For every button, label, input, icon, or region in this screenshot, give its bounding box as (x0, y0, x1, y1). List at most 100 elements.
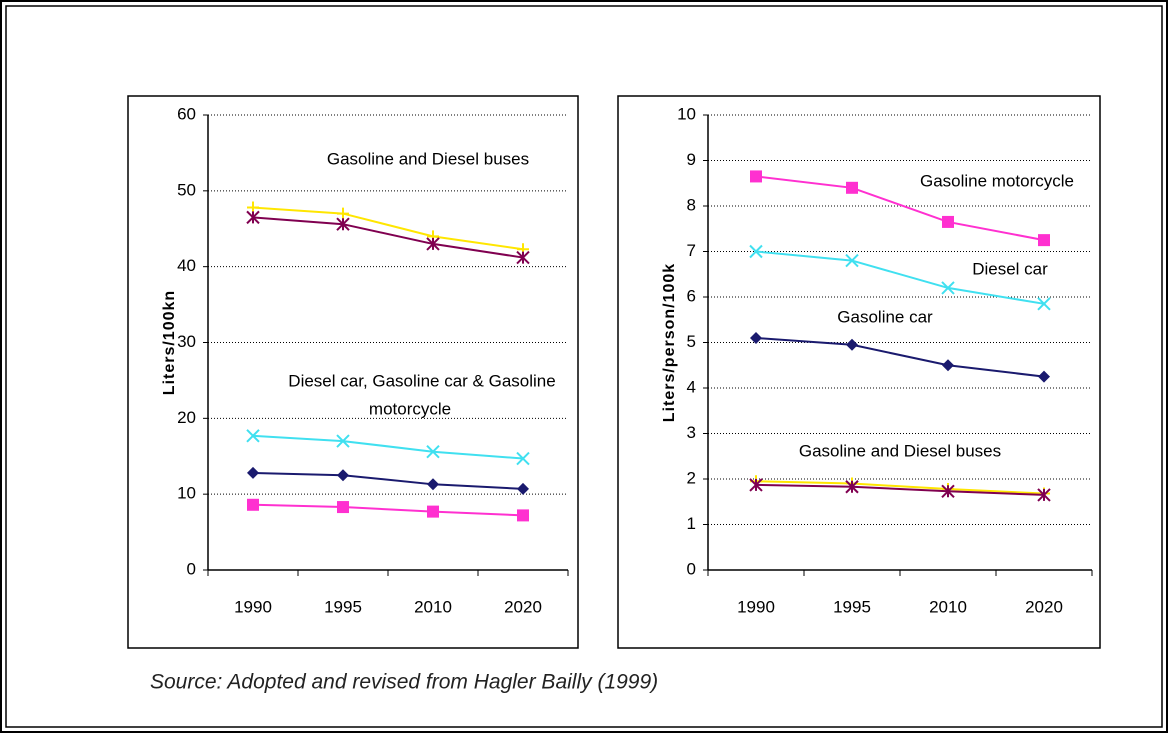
marker (247, 498, 259, 511)
series-line (755, 336, 1045, 378)
y-tick-label: 3 (687, 423, 696, 442)
y-tick-label: 0 (187, 559, 196, 578)
marker (845, 253, 859, 268)
marker-asterisk (1037, 488, 1051, 502)
marker-square (750, 170, 762, 183)
marker (246, 429, 260, 443)
marker-square (337, 501, 349, 514)
x-tick-label: 2010 (414, 597, 452, 616)
source-note: Source: Adopted and revised from Hagler … (150, 671, 658, 694)
marker-x (516, 451, 530, 466)
marker (337, 501, 349, 514)
marker-asterisk (516, 250, 530, 265)
marker (517, 509, 529, 522)
marker-diamond (337, 469, 349, 482)
right-panel (617, 95, 1101, 649)
y-tick-label: 1 (687, 514, 696, 533)
x-tick-label: 1990 (234, 597, 272, 616)
marker-asterisk (336, 217, 350, 231)
marker-diamond (1038, 370, 1050, 383)
x-tick-label: 1990 (737, 597, 775, 616)
marker (1038, 370, 1050, 383)
marker (942, 215, 954, 228)
annotation: motorcycle (369, 399, 451, 418)
marker-star (337, 207, 349, 220)
y-tick-label: 5 (687, 332, 696, 351)
marker-x (246, 429, 260, 443)
marker-x (845, 253, 859, 268)
x-tick-label: 1995 (833, 597, 871, 616)
series-line (755, 483, 1045, 496)
marker-asterisk (941, 484, 955, 498)
marker (941, 484, 955, 498)
marker (941, 281, 955, 295)
y-tick-label: 0 (687, 559, 696, 578)
x-tick-label: 2020 (1025, 597, 1063, 616)
y-tick-label: 4 (687, 377, 696, 396)
y-tick-label: 60 (177, 104, 196, 123)
annotation: Diesel car, Gasoline car & Gasoline (288, 371, 555, 390)
marker (426, 444, 440, 459)
marker (749, 478, 763, 492)
marker-x (426, 444, 440, 459)
marker (246, 210, 260, 225)
marker (336, 217, 350, 231)
marker-diamond (427, 478, 439, 491)
marker-square (942, 215, 954, 228)
marker-asterisk (749, 478, 763, 492)
marker-square (1038, 234, 1050, 247)
marker-asterisk (426, 237, 440, 251)
series-line (252, 216, 524, 259)
marker-x (941, 281, 955, 295)
y-tick-label: 8 (687, 195, 696, 214)
y-axis-label: Liters/person/100k (661, 263, 678, 422)
marker (517, 482, 529, 495)
marker-diamond (750, 331, 762, 344)
marker-square (517, 509, 529, 522)
marker (1037, 297, 1051, 311)
marker (750, 170, 762, 183)
marker (337, 469, 349, 482)
marker (336, 434, 350, 448)
annotation: Gasoline and Diesel buses (327, 149, 529, 168)
marker (846, 181, 858, 194)
marker (942, 359, 954, 372)
marker-diamond (517, 482, 529, 495)
y-axis-label: Liters/100kn (161, 290, 178, 395)
annotation: Gasoline and Diesel buses (799, 441, 1001, 460)
marker-square (427, 505, 439, 518)
marker-square (247, 498, 259, 511)
marker (427, 478, 439, 491)
marker-asterisk (246, 210, 260, 225)
marker-x (749, 244, 763, 259)
y-tick-label: 2 (687, 468, 696, 487)
series-line (755, 250, 1045, 305)
marker-diamond (247, 466, 259, 479)
series-line (252, 434, 524, 460)
series-line (755, 175, 1045, 242)
y-tick-label: 20 (177, 408, 196, 427)
series-line (755, 480, 1045, 495)
marker (750, 331, 762, 344)
marker-asterisk (845, 480, 859, 494)
marker (749, 244, 763, 259)
marker-x (1037, 297, 1051, 311)
marker (516, 250, 530, 265)
marker (845, 480, 859, 494)
annotation: Gasoline motorcycle (920, 171, 1074, 190)
marker-square (846, 181, 858, 194)
left-panel (127, 95, 579, 649)
series-line (252, 503, 524, 517)
y-tick-label: 7 (687, 241, 696, 260)
annotation: Gasoline car (837, 307, 933, 326)
marker-diamond (942, 359, 954, 372)
marker (1037, 488, 1051, 502)
marker (426, 237, 440, 251)
marker-x (336, 434, 350, 448)
x-tick-label: 2020 (504, 597, 542, 616)
marker (1038, 234, 1050, 247)
marker (337, 207, 349, 220)
y-tick-label: 40 (177, 256, 196, 275)
